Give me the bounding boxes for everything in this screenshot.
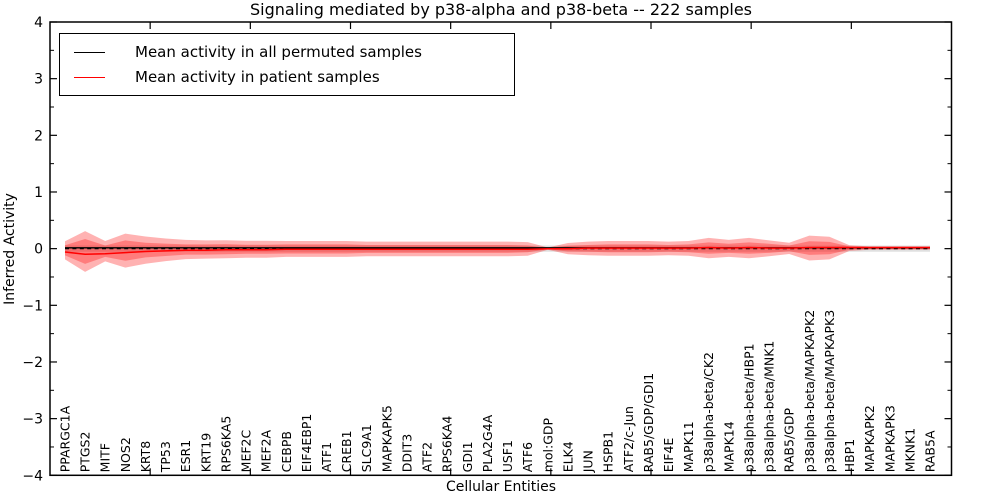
x-tick-label: MAPK11 <box>681 421 696 472</box>
x-tick-label: MITF <box>98 443 113 472</box>
legend-label-permuted: Mean activity in all permuted samples <box>135 43 422 61</box>
x-tick-label: KRT19 <box>198 433 213 473</box>
y-axis-label: Inferred Activity <box>2 193 18 305</box>
x-tick-label: CREB1 <box>339 430 354 472</box>
x-tick-label: RPS6KA5 <box>218 416 233 473</box>
legend-item-patient: Mean activity in patient samples <box>60 68 514 86</box>
x-tick-label: mol:GDP <box>540 417 555 472</box>
legend-label-patient: Mean activity in patient samples <box>135 68 380 86</box>
x-tick-label: NOS2 <box>118 437 133 472</box>
x-tick-label: MAPK14 <box>721 421 736 472</box>
x-tick-label: PPARGC1A <box>58 405 73 472</box>
legend: Mean activity in all permuted samples Me… <box>59 33 515 96</box>
y-tick-label: −2 <box>22 355 43 371</box>
x-tick-label: MAPKAPK5 <box>379 405 394 472</box>
x-tick-label: RAB5/GDP/GDI1 <box>641 373 656 472</box>
x-tick-label: ELK4 <box>560 441 575 472</box>
x-tick-label: MEF2C <box>239 429 254 472</box>
chart-title: Signaling mediated by p38-alpha and p38-… <box>249 0 752 19</box>
x-tick-label: ATF1 <box>319 442 334 472</box>
y-tick-label: −4 <box>22 468 43 484</box>
x-tick-label: RAB5/GDP <box>782 408 797 473</box>
x-tick-label: KRT8 <box>138 441 153 473</box>
x-tick-label: DDIT3 <box>399 434 414 473</box>
x-tick-label: RPS6KA4 <box>440 416 455 473</box>
x-axis-label: Cellular Entities <box>445 479 557 495</box>
x-tick-label: PLA2G4A <box>480 414 495 472</box>
x-tick-label: HBP1 <box>842 439 857 472</box>
x-tick-label: RAB5A <box>923 430 938 472</box>
x-tick-label: PTGS2 <box>78 432 93 473</box>
x-tick-label: MAPKAPK2 <box>862 405 877 472</box>
x-tick-label: p38alpha-beta/MNK1 <box>762 341 777 473</box>
x-tick-label: p38alpha-beta/MAPKAPK2 <box>802 310 817 473</box>
x-tick-label: ATF6 <box>520 442 535 472</box>
x-tick-label: MKNK1 <box>902 428 917 472</box>
x-tick-label: MAPKAPK3 <box>882 405 897 472</box>
y-tick-label: 1 <box>34 185 43 201</box>
x-tick-label: JUN <box>581 450 596 473</box>
x-tick-label: USF1 <box>500 440 515 472</box>
y-tick-label: −1 <box>22 298 43 314</box>
x-tick-label: EIF4EBP1 <box>299 414 314 473</box>
patient-outer-band <box>65 231 930 272</box>
patient-line-swatch <box>74 76 105 78</box>
x-tick-label: EIF4E <box>661 438 676 473</box>
y-tick-label: 4 <box>34 15 43 31</box>
x-tick-label: CEBPB <box>279 431 294 472</box>
y-tick-label: 0 <box>34 242 43 258</box>
y-tick-label: −3 <box>22 412 43 428</box>
legend-item-permuted: Mean activity in all permuted samples <box>60 43 514 61</box>
x-tick-label: HSPB1 <box>601 431 616 472</box>
x-tick-label: p38alpha-beta/MAPKAPK3 <box>822 310 837 473</box>
x-tick-label: TP53 <box>158 441 173 473</box>
x-tick-label: ESR1 <box>178 440 193 472</box>
x-tick-label: ATF2 <box>420 442 435 472</box>
x-tick-label: GDI1 <box>460 441 475 472</box>
y-tick-label: 2 <box>34 128 43 144</box>
x-tick-label: MEF2A <box>259 429 274 472</box>
x-tick-label: ATF2/c-Jun <box>621 406 636 472</box>
patient-inner-band <box>65 239 930 264</box>
x-tick-label: SLC9A1 <box>359 424 374 472</box>
x-tick-label: p38alpha-beta/HBP1 <box>741 343 756 472</box>
x-tick-label: p38alpha-beta/CK2 <box>701 352 716 472</box>
y-tick-label: 3 <box>34 72 43 88</box>
patient-mean-line <box>64 246 930 256</box>
permuted-line-swatch <box>74 51 105 53</box>
